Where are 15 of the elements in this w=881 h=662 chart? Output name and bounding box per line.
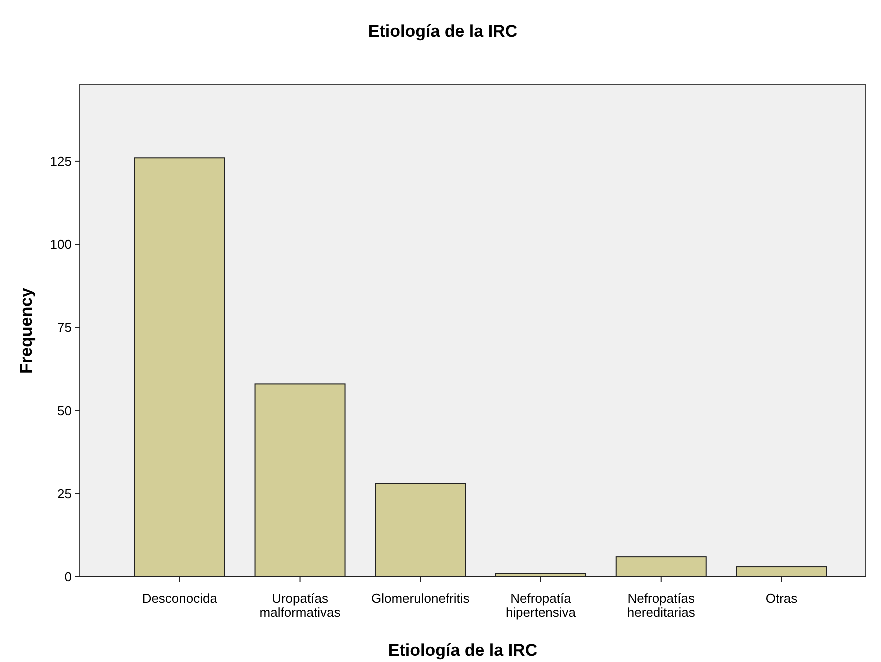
chart-title: Etiología de la IRC (368, 22, 518, 41)
x-tick-label: Nefropatía hipertensiva (506, 591, 577, 620)
y-tick-label: 25 (58, 486, 72, 502)
x-tick-label: Uropatías malformativas (260, 591, 342, 620)
x-tick-label: Otras (766, 591, 798, 606)
y-axis-title: Frequency (17, 287, 36, 374)
y-tick-label: 75 (58, 320, 72, 336)
y-tick-label: 50 (58, 403, 72, 418)
x-axis-title: Etiología de la IRC (388, 641, 538, 660)
y-tick-label: 100 (50, 237, 72, 252)
y-tick-label: 125 (50, 154, 72, 170)
y-tick-label: 0 (64, 570, 72, 585)
x-tick-label: Glomerulonefritis (372, 591, 470, 606)
x-tick-label: Nefropatías hereditarias (627, 591, 696, 620)
x-tick-label: Desconocida (142, 591, 218, 606)
